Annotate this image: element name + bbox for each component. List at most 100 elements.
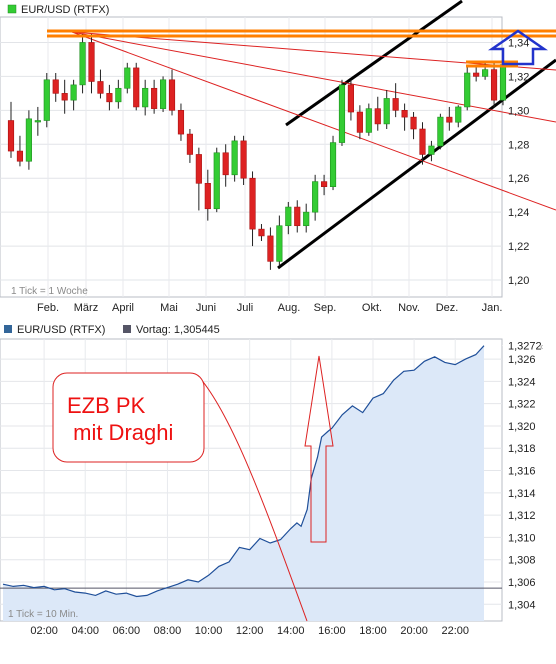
- target-arrow-up: [487, 29, 549, 66]
- candle-body: [97, 81, 104, 94]
- weekly-x-tick-label: Aug.: [278, 302, 301, 314]
- resistance-line-1: [71, 31, 556, 71]
- intraday-x-tick-label: 04:00: [71, 625, 99, 637]
- intraday-x-tick-label: 10:00: [195, 625, 223, 637]
- weekly-y-tick-label: 1,22: [508, 241, 529, 253]
- candle-body: [79, 42, 86, 86]
- candle-body: [249, 177, 256, 230]
- candle-body: [70, 84, 77, 101]
- candle-body: [392, 98, 399, 111]
- weekly-y-tick-label: 1,26: [508, 173, 529, 185]
- candle-body: [490, 69, 498, 101]
- weekly-x-tick-label: Nov.: [398, 302, 420, 314]
- weekly-trend-lines: [71, 0, 556, 270]
- intraday-x-tick-label: 22:00: [441, 625, 469, 637]
- intraday-x-tick-label: 06:00: [113, 625, 141, 637]
- candle-body: [473, 72, 480, 77]
- intraday-x-tick-label: 20:00: [400, 625, 428, 637]
- channel-lower-line: [277, 58, 556, 270]
- candle-body: [464, 72, 471, 108]
- weekly-y-tick-label: 1,34: [508, 37, 529, 49]
- candle-body: [347, 84, 355, 113]
- intraday-legend-swatch: [4, 325, 12, 333]
- candle-body: [356, 111, 363, 133]
- candle-body: [168, 79, 176, 111]
- candle-body: [231, 140, 238, 176]
- candle-body: [106, 93, 113, 103]
- weekly-x-tick-label: Jan.: [482, 302, 503, 314]
- weekly-y-tick-label: 1,30: [508, 105, 529, 117]
- weekly-x-tick-label: Okt.: [362, 302, 382, 314]
- weekly-y-tick-label: 1,28: [508, 139, 529, 151]
- candle-body: [446, 116, 453, 123]
- weekly-axis-labels: 1,20 1,22 1,24 1,26 1,28 1,30 1,32 1,34 Feb. März…: [37, 37, 529, 314]
- candle-body: [338, 84, 346, 143]
- candle-body: [61, 93, 68, 101]
- candle-body: [428, 145, 435, 155]
- candle-body: [258, 228, 265, 237]
- intraday-price-line: [2, 345, 485, 598]
- ezb-spike-arrow: [304, 355, 334, 543]
- weekly-x-tick-label: April: [112, 302, 134, 314]
- intraday-y-tick-label: 1,316: [508, 466, 536, 478]
- weekly-x-tick-label: Sep.: [314, 302, 337, 314]
- intraday-series: [0, 345, 502, 621]
- last-value-chevron-icon: ‹: [540, 342, 543, 353]
- candle-body: [151, 87, 158, 109]
- candle-body: [294, 206, 301, 227]
- intraday-y-tick-label: 1,324: [508, 376, 536, 388]
- intraday-legend-label: EUR/USD (RTFX): [17, 324, 105, 336]
- intraday-tick-note: 1 Tick = 10 Min.: [8, 609, 78, 620]
- candle-body: [383, 98, 390, 125]
- weekly-x-tick-label: März: [74, 302, 98, 314]
- candle-body: [312, 181, 319, 213]
- candle-body: [499, 64, 507, 101]
- candle-body: [115, 87, 122, 103]
- candle-body: [410, 116, 417, 130]
- intraday-x-tick-label: 08:00: [154, 625, 182, 637]
- intraday-x-tick-label: 12:00: [236, 625, 264, 637]
- candle-body: [177, 110, 185, 135]
- ezb-callout-box: [52, 372, 205, 463]
- intraday-y-tick-label: 1,312: [508, 510, 536, 522]
- candle-body: [186, 133, 193, 155]
- intraday-y-tick-label: 1,306: [508, 577, 536, 589]
- candle-body: [43, 79, 50, 121]
- candle-body: [267, 235, 274, 262]
- intraday-x-tick-label: 16:00: [318, 625, 346, 637]
- candle-body: [195, 154, 202, 184]
- weekly-overlays: [47, 29, 556, 68]
- weekly-tick-note: 1 Tick = 1 Woche: [11, 286, 88, 297]
- intraday-y-tick-label: 1,314: [508, 488, 536, 500]
- resistance-line-3: [71, 31, 556, 211]
- candle-body: [401, 110, 408, 118]
- weekly-legend-swatch: [7, 4, 17, 14]
- intraday-y-tick-label: 1,318: [508, 443, 536, 455]
- candle-body: [365, 108, 372, 133]
- last-value-label: 1,3272: [508, 341, 542, 353]
- ezb-callout-line1: EZB PK: [67, 393, 146, 418]
- candle-body: [88, 42, 95, 82]
- ezb-callout-curve: [199, 377, 308, 622]
- candle-body: [124, 67, 131, 89]
- intraday-x-tick-label: 02:00: [30, 625, 58, 637]
- intraday-y-tick-label: 1,320: [508, 421, 536, 433]
- candle-body: [321, 181, 328, 187]
- weekly-y-tick-label: 1,20: [508, 275, 529, 287]
- weekly-x-tick-label: Mai: [160, 302, 178, 314]
- candle-body: [213, 152, 220, 210]
- weekly-legend-label: EUR/USD (RTFX): [21, 4, 109, 16]
- candle-body: [204, 183, 211, 210]
- candle-body: [25, 118, 32, 162]
- candle-body: [52, 79, 59, 94]
- previous-close-swatch: [123, 325, 131, 333]
- candle-body: [240, 140, 247, 179]
- weekly-x-tick-label: Juni: [196, 302, 216, 314]
- candle-body: [482, 69, 489, 77]
- candle-body: [34, 120, 41, 123]
- ezb-callout-line2: mit Draghi: [67, 420, 173, 445]
- candle-body: [329, 142, 337, 187]
- intraday-y-tick-label: 1,308: [508, 555, 536, 567]
- candle-body: [276, 225, 283, 262]
